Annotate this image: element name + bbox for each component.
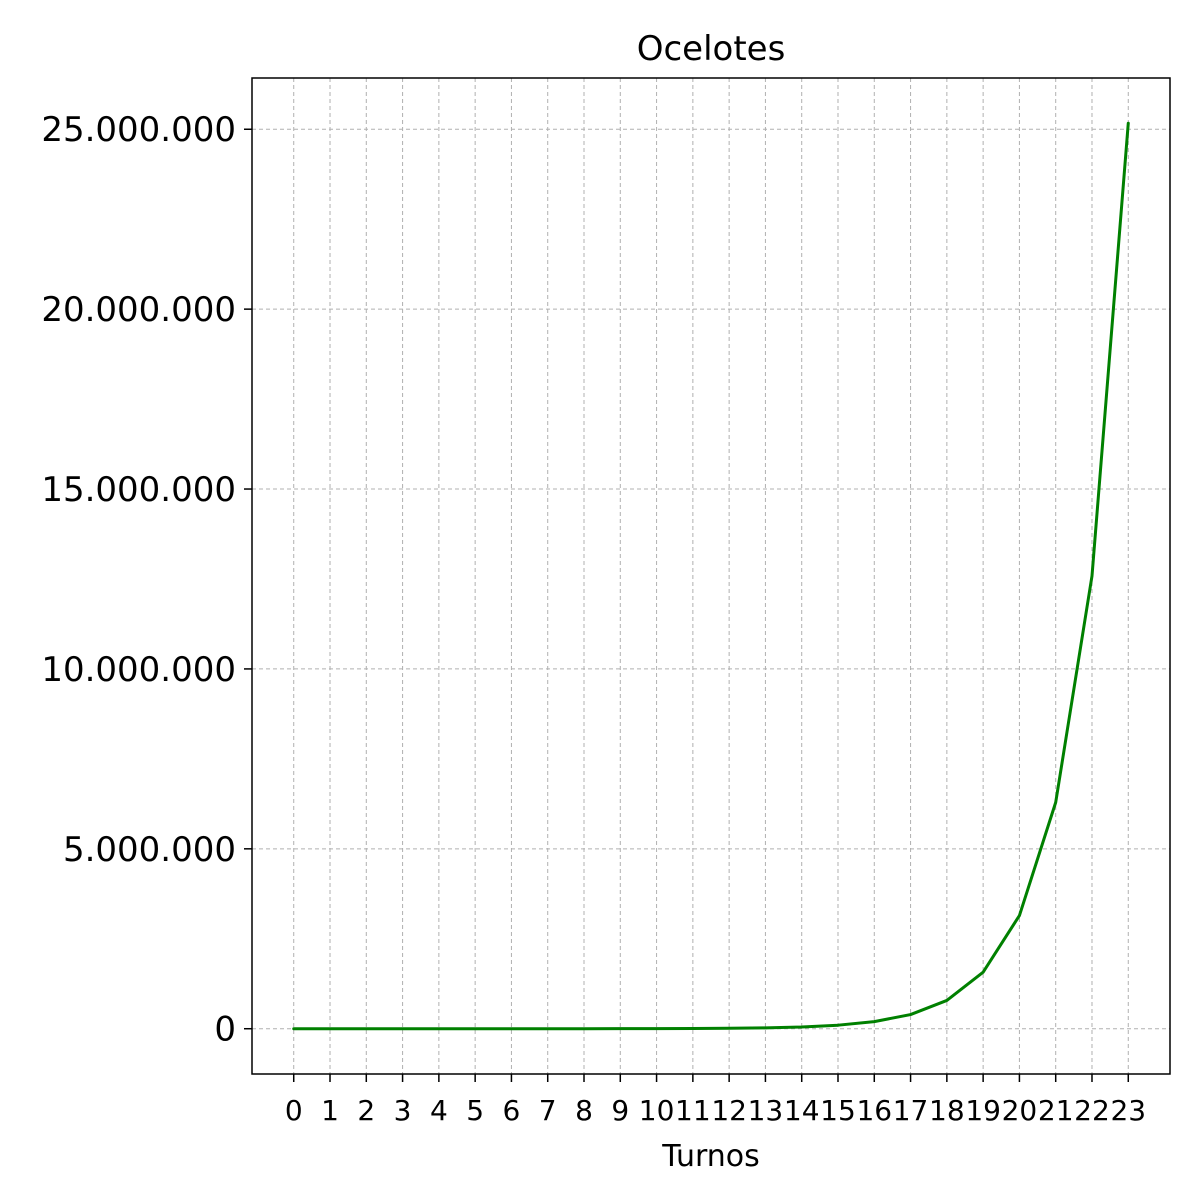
x-tick-label: 18 bbox=[929, 1094, 965, 1127]
x-tick-label: 6 bbox=[503, 1094, 521, 1127]
x-tick-label: 16 bbox=[856, 1094, 892, 1127]
y-tick-label: 10.000.000 bbox=[41, 650, 236, 690]
y-tick-label: 0 bbox=[214, 1010, 236, 1050]
y-tick-label: 5.000.000 bbox=[63, 830, 236, 870]
x-axis: 0 1 2 3 4 5 6 7 8 9 10 11 12 13 14 15 16 17 18 19 20 21 22 23 bbox=[285, 1074, 1146, 1127]
x-tick-label: 20 bbox=[1002, 1094, 1038, 1127]
x-tick-label: 8 bbox=[575, 1094, 593, 1127]
x-tick-label: 19 bbox=[965, 1094, 1001, 1127]
x-tick-label: 9 bbox=[611, 1094, 629, 1127]
x-tick-label: 14 bbox=[784, 1094, 820, 1127]
y-tick-label: 25.000.000 bbox=[41, 110, 236, 150]
x-tick-label: 21 bbox=[1038, 1094, 1074, 1127]
x-tick-label: 10 bbox=[639, 1094, 675, 1127]
grid bbox=[252, 78, 1170, 1074]
x-tick-label: 22 bbox=[1074, 1094, 1110, 1127]
y-tick-label: 20.000.000 bbox=[41, 290, 236, 330]
x-tick-label: 13 bbox=[748, 1094, 784, 1127]
x-tick-label: 4 bbox=[430, 1094, 448, 1127]
x-tick-label: 2 bbox=[357, 1094, 375, 1127]
x-tick-label: 11 bbox=[675, 1094, 711, 1127]
x-tick-label: 1 bbox=[321, 1094, 339, 1127]
series-line bbox=[292, 121, 1130, 1031]
x-tick-label: 23 bbox=[1110, 1094, 1146, 1127]
x-tick-label: 15 bbox=[820, 1094, 856, 1127]
x-tick-label: 17 bbox=[893, 1094, 929, 1127]
chart-title: Ocelotes bbox=[637, 29, 786, 69]
series-layer bbox=[292, 121, 1130, 1031]
x-tick-label: 12 bbox=[711, 1094, 747, 1127]
x-tick-label: 0 bbox=[285, 1094, 303, 1127]
x-tick-label: 3 bbox=[394, 1094, 412, 1127]
plot-frame bbox=[251, 77, 1171, 1075]
x-axis-label: Turnos bbox=[661, 1139, 760, 1174]
x-tick-label: 7 bbox=[539, 1094, 557, 1127]
x-tick-label: 5 bbox=[466, 1094, 484, 1127]
y-axis: 0 5.000.000 10.000.000 15.000.000 20.000.000… bbox=[41, 110, 252, 1050]
y-tick-label: 15.000.000 bbox=[41, 470, 236, 510]
